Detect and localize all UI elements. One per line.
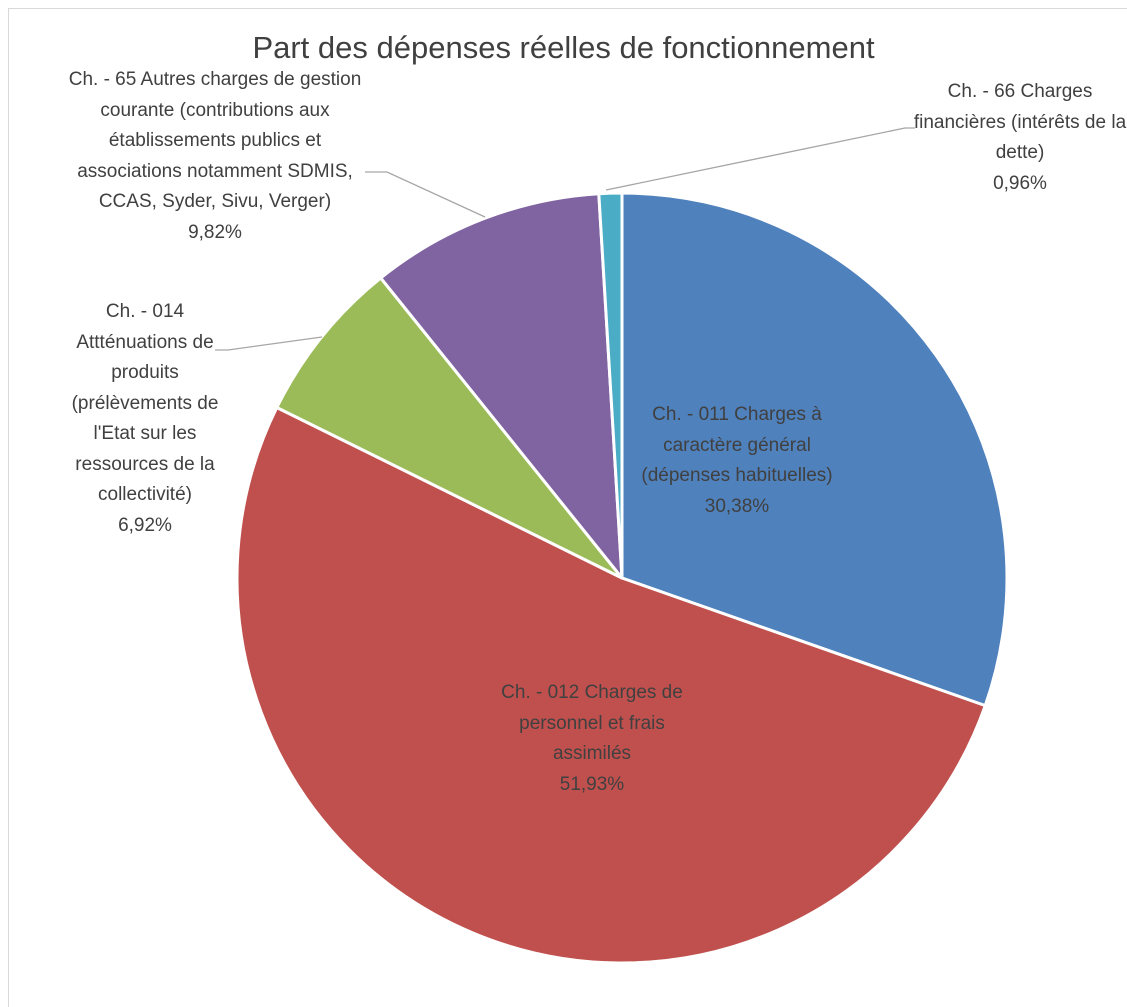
value-label: 51,93% <box>559 773 625 795</box>
leader-line <box>605 127 915 191</box>
data-label: Ch. - 012 Charges de personnel et frais … <box>500 678 685 800</box>
category-label: Ch. - 014 Attténuations de produits (pré… <box>71 301 219 505</box>
data-label: Ch. - 014 Attténuations de produits (pré… <box>65 297 225 541</box>
value-label: 6,92% <box>118 514 172 536</box>
category-label: Ch. - 012 Charges de personnel et frais … <box>501 682 683 764</box>
category-label: Ch. - 66 Charges financières (intérêts d… <box>913 81 1127 163</box>
leader-line <box>215 336 323 351</box>
value-label: 0,96% <box>993 172 1047 194</box>
pie-slice <box>235 406 987 965</box>
chart-title: Part des dépenses réelles de fonctionnem… <box>252 30 875 65</box>
value-label: 30,38% <box>704 495 770 517</box>
slices <box>235 191 1009 965</box>
data-label: Ch. - 66 Charges financières (intérêts d… <box>908 77 1127 199</box>
category-label: Ch. - 65 Autres charges de gestion coura… <box>68 69 362 212</box>
data-label: Ch. - 011 Charges à caractère général (d… <box>637 400 837 522</box>
pie-slice <box>620 191 1009 708</box>
pie-slice <box>379 192 624 580</box>
leader-line <box>365 171 486 218</box>
pie-slice <box>597 191 624 580</box>
data-label: Ch. - 65 Autres charges de gestion coura… <box>55 65 375 248</box>
value-label: 9,82% <box>188 221 242 243</box>
category-label: Ch. - 011 Charges à caractère général (d… <box>641 404 833 486</box>
